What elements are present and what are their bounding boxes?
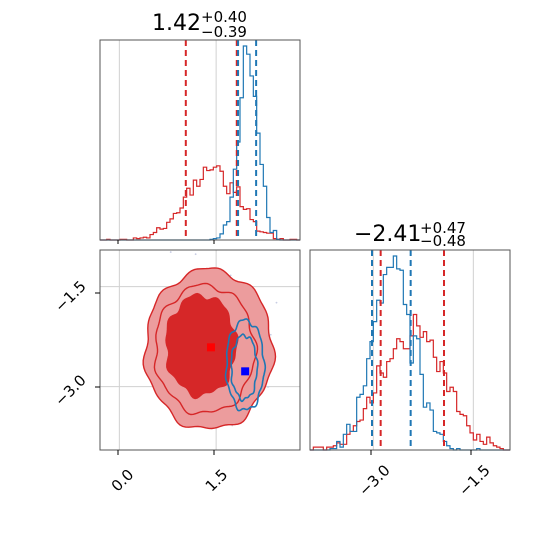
hist-series-blue xyxy=(100,45,300,241)
contour-red-mid xyxy=(153,282,259,416)
title-minus: −0.39 xyxy=(201,23,247,41)
hist-series-red xyxy=(310,313,510,451)
y-tick-label-1: −3.0 xyxy=(51,371,89,409)
scatter-point xyxy=(269,333,272,336)
panel-bottom-right-histogram: −3.0 −1.5 −2.41 +0.47 −0.48 xyxy=(309,219,511,500)
scatter-point xyxy=(267,386,269,388)
scatter-point xyxy=(194,253,197,256)
panel-frame xyxy=(309,249,511,451)
scatter-point xyxy=(169,251,172,253)
y-tick-label-0: −1.5 xyxy=(51,277,89,315)
contour-blue-outer xyxy=(224,318,267,412)
title-value: −2.41 xyxy=(354,222,421,247)
scatter-point xyxy=(275,301,278,304)
panel-top-left-histogram: 1.42 +0.40 −0.39 xyxy=(99,8,301,244)
contour-red-inner xyxy=(165,292,239,400)
panel-frame xyxy=(99,39,301,241)
x-tick-label-0: 0.0 xyxy=(108,466,138,496)
hist-series-red xyxy=(100,165,300,241)
title-minus: −0.48 xyxy=(420,232,466,250)
x-tick-label-0: −3.0 xyxy=(355,461,393,499)
panel-frame xyxy=(99,249,301,451)
x-tick-label-1: 1.5 xyxy=(202,466,232,496)
contour-blue-inner xyxy=(230,333,259,403)
marker-red xyxy=(206,343,215,352)
title-plus: +0.40 xyxy=(201,8,247,26)
x-tick-label-1: −1.5 xyxy=(455,461,493,499)
title-plus: +0.47 xyxy=(420,219,466,237)
scatter-point xyxy=(229,274,232,277)
panel-bottom-left-contour: 0.0 1.5 −1.5 −3.0 xyxy=(51,249,301,496)
marker-blue xyxy=(241,367,250,376)
title-value: 1.42 xyxy=(152,11,201,36)
